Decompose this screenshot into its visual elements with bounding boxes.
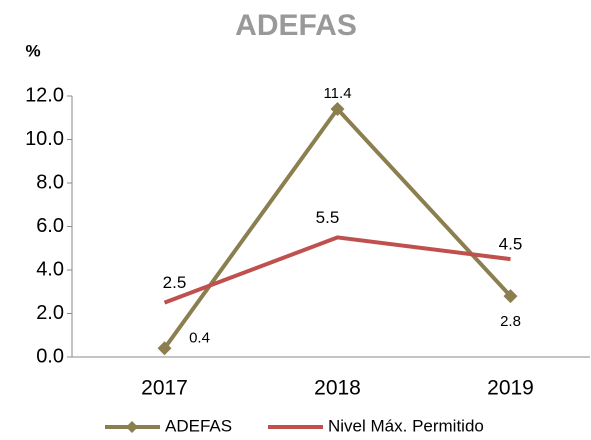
y-tick-label: 8.0 [36,171,64,193]
series-line [162,105,512,350]
series-line [163,235,511,305]
x-tick-label: 2018 [314,377,361,400]
x-tick-label: 2019 [487,377,534,400]
y-tick-label: 2.0 [36,302,64,324]
y-tick-label: 0.0 [36,345,64,367]
y-tick-label: 6.0 [36,215,64,237]
data-label: 5.5 [316,208,340,227]
y-axis-label: % [25,41,40,60]
marker [157,341,172,356]
y-tick-label: 4.0 [36,258,64,280]
y-tick-label: 12.0 [25,84,64,106]
data-label: 2.8 [500,313,521,330]
legend-marker [126,421,138,433]
data-label: 0.4 [189,329,210,346]
x-tick-label: 2017 [141,377,188,400]
chart-title: ADEFAS [235,9,357,42]
legend-label: Nivel Máx. Permitido [328,416,484,435]
data-label: 11.4 [323,85,351,102]
data-label: 2.5 [163,273,187,292]
marker [503,289,518,304]
data-label: 4.5 [499,235,523,254]
y-tick-label: 10.0 [25,128,64,150]
legend-label: ADEFAS [165,416,232,435]
marker [330,102,345,117]
